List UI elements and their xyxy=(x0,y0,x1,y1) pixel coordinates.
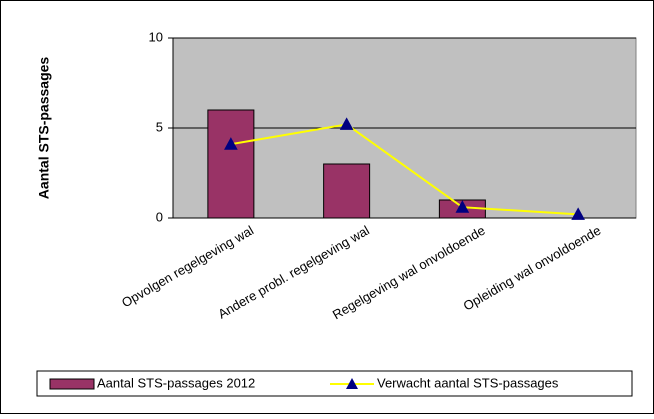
legend-label: Aantal STS-passages 2012 xyxy=(97,375,255,390)
legend-swatch xyxy=(49,378,95,390)
y-tick-label: 10 xyxy=(149,29,163,44)
line-marker xyxy=(339,117,354,130)
y-tick-label: 5 xyxy=(156,119,163,134)
line xyxy=(230,123,579,216)
line-marker xyxy=(455,200,470,213)
legend-label: Verwacht aantal STS-passages xyxy=(377,375,559,390)
bar xyxy=(323,163,371,219)
y-axis-label: Aantal STS-passages xyxy=(36,57,52,200)
y-tick-label: 0 xyxy=(156,209,163,224)
bar xyxy=(207,109,255,219)
legend-marker xyxy=(346,378,358,389)
line-marker xyxy=(571,207,585,220)
line-marker xyxy=(224,137,238,150)
